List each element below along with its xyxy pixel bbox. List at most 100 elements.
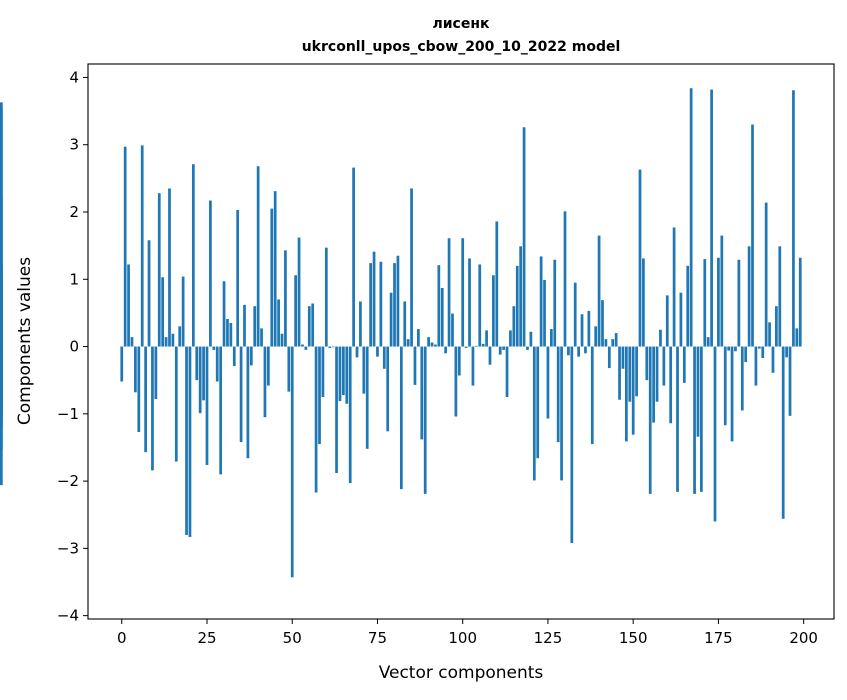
bar-188 (761, 346, 765, 358)
bar-121 (532, 346, 536, 481)
bar-undefined (0, 108, 3, 347)
bar-131 (567, 346, 570, 356)
bar-173 (710, 89, 713, 347)
bar-124 (543, 279, 546, 347)
bar-37 (246, 346, 250, 459)
bar-184 (747, 246, 751, 347)
x-axis-label: Vector components (379, 663, 544, 683)
bar-172 (706, 337, 710, 347)
bar-127 (553, 259, 557, 347)
bar-22 (195, 346, 199, 381)
bar-4 (134, 346, 137, 393)
bar-62 (331, 346, 335, 348)
bar-189 (764, 202, 768, 347)
bar-39 (253, 306, 257, 347)
bar-64 (338, 346, 342, 402)
bar-195 (785, 346, 788, 358)
bar-191 (771, 346, 775, 373)
x-tick-label: 175 (704, 629, 733, 647)
bar-21 (191, 164, 195, 347)
bar-81 (396, 255, 400, 347)
bar-61 (328, 346, 332, 348)
bar-135 (580, 314, 584, 347)
bar-90 (427, 337, 430, 347)
bar-147 (621, 346, 625, 369)
bar-169 (696, 346, 700, 437)
bar-74 (372, 251, 376, 347)
bar-118 (522, 127, 526, 347)
bar-154 (645, 346, 649, 381)
bar-66 (345, 346, 349, 404)
bar-149 (628, 346, 632, 402)
bar-87 (417, 329, 420, 347)
bar-58 (318, 346, 321, 445)
x-tick-label: 125 (534, 629, 563, 647)
bar-86 (413, 346, 417, 385)
bar-198 (795, 328, 799, 347)
bar-122 (536, 346, 540, 459)
bar-91 (430, 342, 434, 347)
plot-frame (87, 63, 835, 620)
bar-71 (362, 346, 366, 394)
bar-182 (740, 346, 744, 411)
bar-89 (423, 346, 427, 494)
bar-93 (437, 265, 441, 347)
bar-80 (393, 263, 396, 347)
x-tick-label: 50 (283, 629, 302, 647)
bar-150 (631, 346, 635, 435)
bar-123 (539, 256, 543, 347)
bar-139 (594, 326, 598, 347)
bar-6 (140, 145, 144, 347)
bar-151 (635, 346, 638, 397)
bar-63 (335, 346, 338, 474)
chart-title-line1: лисенк (432, 16, 490, 32)
bar-5 (137, 346, 141, 432)
bar-176 (720, 235, 724, 347)
bar-28 (215, 346, 219, 382)
bar-52 (297, 237, 301, 347)
y-tick-label: 4 (69, 68, 79, 86)
bar-56 (311, 303, 315, 347)
bar-163 (676, 346, 679, 492)
bar-94 (440, 288, 444, 347)
x-tick-label: 25 (197, 629, 216, 647)
x-tick-label: 150 (619, 629, 648, 647)
bar-17 (178, 326, 182, 347)
bar-69 (355, 346, 359, 358)
bar-47 (280, 333, 284, 347)
bar-43 (267, 346, 270, 386)
bar-160 (665, 295, 669, 347)
bar-165 (682, 346, 686, 383)
y-tick-label: 3 (69, 136, 79, 154)
bar-144 (611, 339, 615, 347)
bar-102 (468, 258, 471, 347)
bar-143 (607, 346, 611, 369)
bar-129 (560, 346, 563, 481)
bar-164 (679, 292, 683, 347)
bar-20 (188, 346, 192, 537)
bar-155 (648, 346, 652, 494)
bar-97 (451, 313, 454, 347)
bar-125 (546, 346, 550, 419)
bar-34 (236, 209, 240, 347)
bar-60 (324, 247, 328, 347)
bar-95 (444, 346, 448, 354)
bar-101 (464, 346, 468, 348)
bar-51 (294, 275, 298, 347)
bar-156 (652, 346, 655, 423)
bar-190 (768, 322, 771, 347)
bar-75 (376, 346, 379, 357)
bar-84 (406, 339, 410, 347)
bar-175 (717, 257, 720, 347)
bar-120 (529, 331, 533, 347)
bar-7 (144, 346, 147, 453)
bar-192 (775, 306, 778, 347)
bar-26 (209, 200, 212, 347)
bar-undefined (0, 264, 3, 347)
bar-55 (307, 306, 311, 347)
bar-18 (181, 276, 185, 347)
bar-116 (515, 265, 519, 347)
bar-194 (781, 346, 785, 519)
bar-46 (277, 299, 280, 347)
